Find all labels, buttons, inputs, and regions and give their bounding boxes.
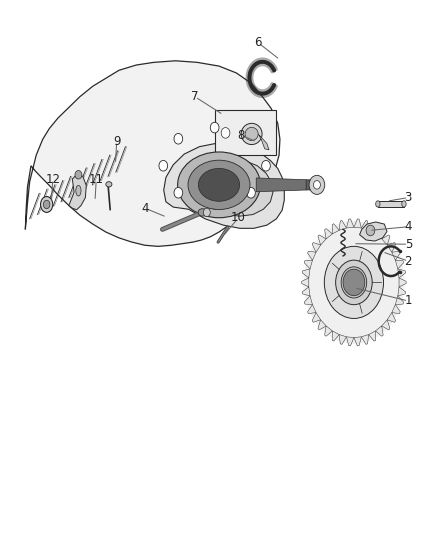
Ellipse shape — [376, 201, 380, 207]
Polygon shape — [318, 235, 326, 245]
Polygon shape — [382, 320, 390, 330]
Text: 3: 3 — [405, 191, 412, 204]
Polygon shape — [360, 222, 387, 241]
Polygon shape — [346, 219, 354, 228]
Text: 8: 8 — [237, 128, 244, 141]
Polygon shape — [332, 224, 339, 234]
Text: 2: 2 — [405, 255, 412, 268]
Polygon shape — [307, 304, 316, 313]
Text: 12: 12 — [45, 173, 60, 186]
Polygon shape — [318, 320, 326, 330]
Polygon shape — [312, 312, 321, 322]
Polygon shape — [306, 180, 307, 190]
Ellipse shape — [245, 127, 258, 141]
Polygon shape — [332, 331, 339, 341]
Circle shape — [309, 175, 325, 195]
Ellipse shape — [106, 182, 112, 187]
Circle shape — [341, 267, 367, 298]
Polygon shape — [396, 260, 403, 269]
Ellipse shape — [188, 160, 250, 209]
Polygon shape — [307, 251, 316, 260]
Polygon shape — [325, 229, 332, 239]
Circle shape — [210, 199, 219, 209]
Polygon shape — [398, 287, 406, 296]
Text: 9: 9 — [113, 135, 120, 148]
Polygon shape — [382, 235, 390, 245]
Polygon shape — [398, 269, 406, 278]
Polygon shape — [346, 337, 354, 346]
Circle shape — [203, 208, 210, 216]
Text: 1: 1 — [405, 294, 412, 308]
Circle shape — [174, 188, 183, 198]
Text: 4: 4 — [141, 201, 149, 215]
Polygon shape — [387, 312, 396, 322]
Circle shape — [75, 171, 82, 179]
Circle shape — [336, 260, 372, 305]
Polygon shape — [399, 278, 406, 287]
Polygon shape — [302, 269, 310, 278]
Polygon shape — [354, 337, 361, 346]
Polygon shape — [339, 335, 346, 344]
Ellipse shape — [178, 152, 260, 217]
Polygon shape — [25, 61, 280, 246]
Polygon shape — [375, 229, 383, 239]
Circle shape — [324, 246, 384, 318]
Circle shape — [247, 133, 255, 144]
Polygon shape — [378, 201, 404, 207]
Polygon shape — [396, 296, 403, 304]
Polygon shape — [339, 221, 346, 230]
Text: 11: 11 — [89, 173, 104, 186]
Ellipse shape — [402, 201, 406, 207]
Polygon shape — [369, 331, 376, 341]
Text: 7: 7 — [191, 90, 199, 103]
Circle shape — [366, 225, 375, 236]
Circle shape — [159, 160, 168, 171]
Circle shape — [343, 269, 365, 296]
Ellipse shape — [198, 168, 240, 201]
Circle shape — [247, 188, 255, 198]
Text: 4: 4 — [405, 220, 412, 233]
Polygon shape — [304, 260, 312, 269]
Circle shape — [210, 122, 219, 133]
Polygon shape — [361, 221, 369, 230]
Polygon shape — [182, 157, 273, 216]
Polygon shape — [387, 243, 396, 252]
Circle shape — [304, 221, 404, 344]
Ellipse shape — [43, 200, 50, 209]
Ellipse shape — [41, 197, 53, 213]
Polygon shape — [325, 326, 332, 336]
Polygon shape — [256, 178, 315, 192]
Polygon shape — [302, 287, 310, 296]
Polygon shape — [302, 278, 309, 287]
Circle shape — [261, 160, 270, 171]
Ellipse shape — [198, 209, 207, 216]
Polygon shape — [69, 174, 86, 210]
Polygon shape — [361, 335, 369, 344]
Polygon shape — [313, 180, 314, 190]
Text: 5: 5 — [405, 238, 412, 251]
Polygon shape — [312, 243, 321, 252]
Polygon shape — [354, 219, 361, 228]
Circle shape — [221, 127, 230, 138]
Text: 6: 6 — [254, 36, 262, 49]
Circle shape — [174, 133, 183, 144]
Text: 10: 10 — [231, 211, 246, 224]
Polygon shape — [164, 143, 284, 228]
Bar — [215, 110, 276, 155]
Circle shape — [314, 181, 321, 189]
Ellipse shape — [241, 123, 262, 144]
Polygon shape — [309, 180, 311, 190]
Polygon shape — [304, 296, 312, 304]
Polygon shape — [392, 304, 400, 313]
Polygon shape — [392, 251, 400, 260]
Polygon shape — [258, 134, 269, 150]
Polygon shape — [369, 224, 376, 234]
Ellipse shape — [76, 185, 81, 196]
Polygon shape — [375, 326, 383, 336]
